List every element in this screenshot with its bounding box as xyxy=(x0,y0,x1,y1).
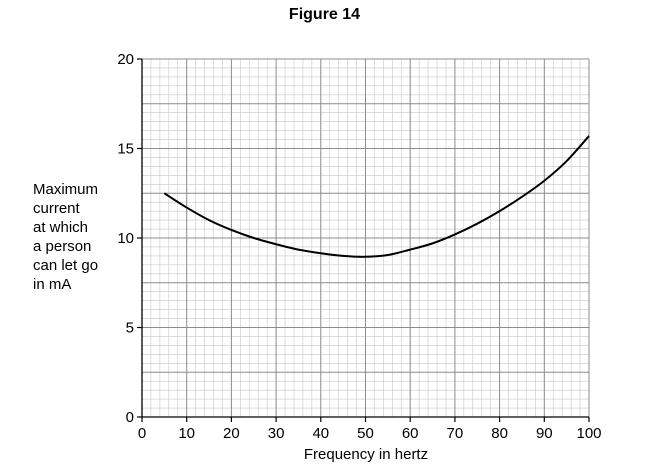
figure-title: Figure 14 xyxy=(288,6,361,23)
series-layer xyxy=(163,135,590,258)
ticks: 0 10 20 30 40 50 60 70 80 90 100 0 5 10 15 20 xyxy=(117,51,601,442)
major-grid xyxy=(141,58,590,418)
x-tick-label: 100 xyxy=(576,425,601,442)
x-tick-label: 10 xyxy=(178,425,195,442)
y-axis-label-line: Maximum xyxy=(33,181,99,198)
y-tick-label: 0 xyxy=(126,409,134,426)
y-axis-label: Maximum current at which a person can le… xyxy=(33,180,133,294)
x-tick-label: 40 xyxy=(312,425,329,442)
x-tick-label: 20 xyxy=(223,425,240,442)
y-tick-label: 20 xyxy=(117,51,134,68)
x-tick-label: 70 xyxy=(447,425,464,442)
series-line xyxy=(163,135,590,258)
x-tick-label: 30 xyxy=(268,425,285,442)
x-axis-label: Frequency in hertz xyxy=(303,446,429,463)
x-tick-label: 50 xyxy=(357,425,374,442)
x-tick-label: 80 xyxy=(491,425,508,442)
y-tick-label: 15 xyxy=(117,141,134,158)
y-axis-label-line: can let go xyxy=(33,257,99,274)
x-tick-label: 90 xyxy=(536,425,553,442)
x-tick-label: 0 xyxy=(138,425,146,442)
y-axis-label-line: a person xyxy=(33,238,92,255)
y-axis-label-line: at which xyxy=(33,219,89,236)
y-tick-label: 10 xyxy=(117,230,134,247)
y-axis-label-line: current xyxy=(33,200,80,217)
y-axis-label-line: in mA xyxy=(33,276,72,293)
x-tick-label: 60 xyxy=(402,425,419,442)
y-tick-label: 5 xyxy=(126,320,134,337)
